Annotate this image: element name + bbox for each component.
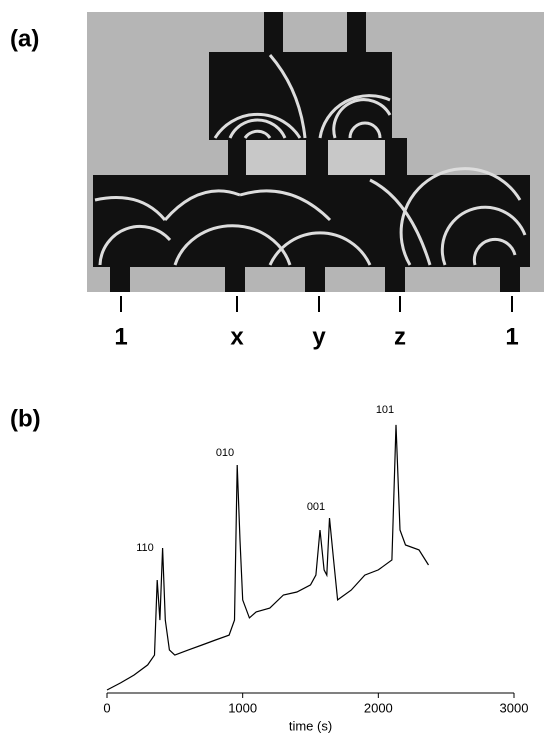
peak-annotation: 110 xyxy=(136,542,154,554)
peak-annotation: 101 xyxy=(376,404,394,416)
panel-label: (a) xyxy=(10,25,39,52)
input-label: 1 xyxy=(505,323,518,350)
signal-trace xyxy=(106,424,430,691)
x-axis-label: time (s) xyxy=(289,718,332,733)
device-photo xyxy=(87,12,544,292)
x-tick-label: 3000 xyxy=(500,700,529,715)
input-label: y xyxy=(312,323,326,350)
input-label: z xyxy=(394,323,406,350)
input-label: 1 xyxy=(114,323,127,350)
x-tick-label: 0 xyxy=(103,700,110,715)
peak-annotation: 010 xyxy=(216,447,234,459)
input-label: x xyxy=(230,323,244,350)
panel-label: (b) xyxy=(10,405,41,432)
x-tick-label: 2000 xyxy=(364,700,393,715)
x-tick-label: 1000 xyxy=(228,700,257,715)
peak-annotation: 001 xyxy=(307,501,325,513)
